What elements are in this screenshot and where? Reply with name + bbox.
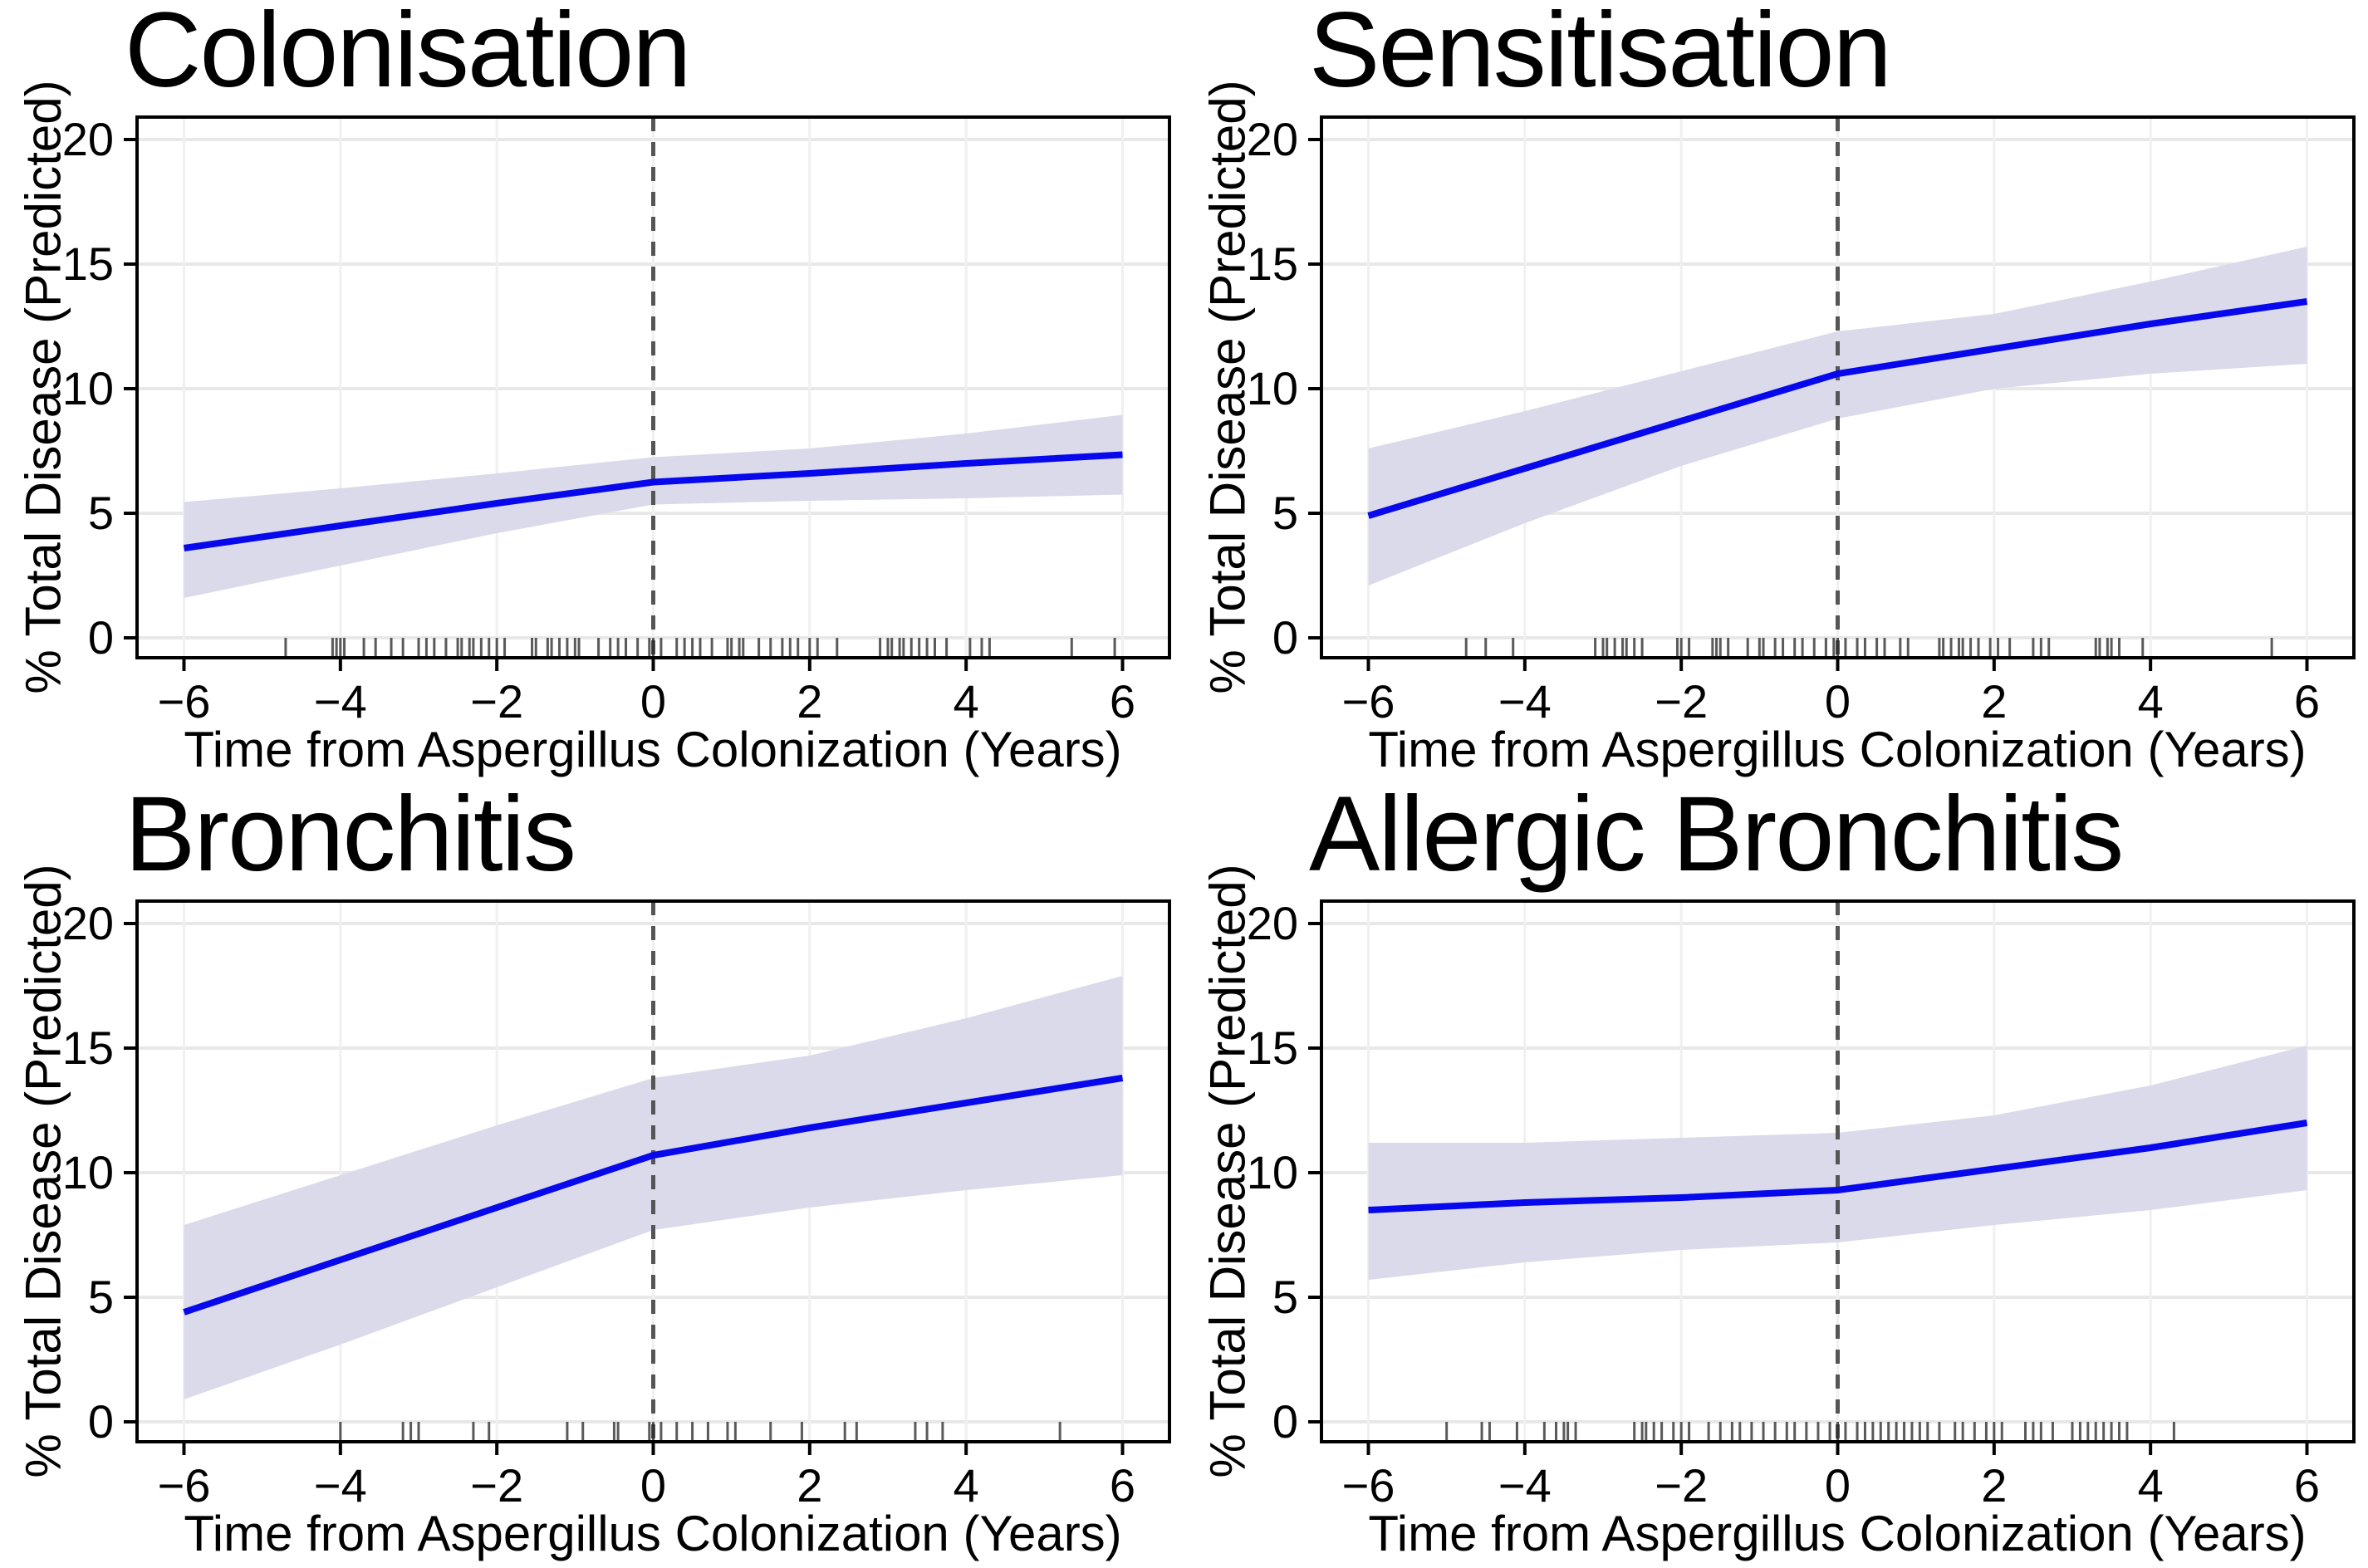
svg-text:20: 20 [1247,897,1298,949]
plot-area-colonisation: 0 5 10 15 20 −6 −4 −2 0 2 4 6 [62,113,1171,728]
svg-text:0: 0 [88,1395,114,1448]
svg-text:5: 5 [88,487,114,539]
svg-text:−6: −6 [1342,1459,1395,1512]
panel-colonisation: 0 5 10 15 20 −6 −4 −2 0 2 4 6 Colonisation % Total … [0,0,1184,784]
svg-text:20: 20 [1247,113,1298,165]
svg-text:15: 15 [1247,1022,1298,1074]
svg-text:0: 0 [640,1459,666,1512]
y-axis-title: % Total Disease (Predicted) [1199,80,1256,694]
panel-title-allergic-bronchitis: Allergic Bronchitis [1309,775,2124,894]
svg-text:10: 10 [1247,362,1298,414]
svg-text:0: 0 [1825,675,1851,728]
y-axis-title: % Total Disease (Predicted) [1199,864,1256,1478]
panel-sensitisation: 0 5 10 15 20 −6 −4 −2 0 2 4 6 Sensitisation % Total… [1184,0,2368,784]
svg-text:15: 15 [62,1022,114,1074]
plot-area-allergic-bronchitis: 0 5 10 15 20 −6 −4 −2 0 2 4 6 [1247,897,2356,1512]
svg-text:10: 10 [62,1146,114,1198]
svg-text:6: 6 [1110,1459,1135,1512]
svg-text:−2: −2 [470,1459,523,1512]
svg-text:15: 15 [1247,238,1298,290]
panel-bronchitis: 0 5 10 15 20 −6 −4 −2 0 2 4 6 Bronchitis % Total Di… [0,778,1184,1568]
panel-allergic-bronchitis: 0 5 10 15 20 −6 −4 −2 0 2 4 6 Allergic Bronchitis %… [1184,778,2368,1568]
svg-text:0: 0 [1272,1395,1298,1448]
svg-text:−4: −4 [314,1459,367,1512]
svg-text:−6: −6 [1342,675,1395,728]
svg-text:0: 0 [88,611,114,664]
svg-text:−2: −2 [1655,1459,1708,1512]
svg-text:0: 0 [640,675,666,728]
svg-text:−4: −4 [314,675,367,728]
plot-area-sensitisation: 0 5 10 15 20 −6 −4 −2 0 2 4 6 [1247,113,2356,728]
svg-text:−2: −2 [470,675,523,728]
svg-text:4: 4 [2138,675,2164,728]
svg-text:5: 5 [1272,1271,1298,1323]
x-axis-title: Time from Aspergillus Colonization (Year… [1368,1506,2307,1561]
svg-text:2: 2 [1981,675,2007,728]
svg-text:−4: −4 [1498,675,1552,728]
svg-text:6: 6 [2294,1459,2320,1512]
svg-text:20: 20 [62,113,114,165]
svg-text:0: 0 [1825,1459,1851,1512]
svg-text:−6: −6 [158,675,211,728]
svg-text:20: 20 [62,897,114,949]
svg-text:6: 6 [2294,675,2320,728]
svg-text:0: 0 [1272,611,1298,664]
y-axis-title: % Total Disease (Predicted) [15,864,71,1478]
svg-text:−6: −6 [158,1459,211,1512]
x-axis-title: Time from Aspergillus Colonization (Year… [184,1506,1122,1561]
svg-text:10: 10 [62,362,114,414]
svg-text:15: 15 [62,238,114,290]
x-axis-title: Time from Aspergillus Colonization (Year… [1368,722,2307,777]
plot-area-bronchitis: 0 5 10 15 20 −6 −4 −2 0 2 4 6 [62,897,1171,1512]
svg-text:10: 10 [1247,1146,1298,1198]
svg-text:6: 6 [1110,675,1135,728]
svg-text:2: 2 [797,1459,822,1512]
svg-text:−2: −2 [1655,675,1708,728]
svg-text:5: 5 [1272,487,1298,539]
svg-text:4: 4 [2138,1459,2164,1512]
panel-title-sensitisation: Sensitisation [1309,0,1892,110]
panel-title-colonisation: Colonisation [125,0,691,110]
svg-text:2: 2 [797,675,822,728]
svg-text:−4: −4 [1498,1459,1552,1512]
panel-title-bronchitis: Bronchitis [125,775,576,894]
svg-text:2: 2 [1981,1459,2007,1512]
x-axis-title: Time from Aspergillus Colonization (Year… [184,722,1122,777]
svg-text:4: 4 [954,675,979,728]
svg-text:4: 4 [954,1459,979,1512]
svg-text:5: 5 [88,1271,114,1323]
y-axis-title: % Total Disease (Predicted) [15,80,71,694]
